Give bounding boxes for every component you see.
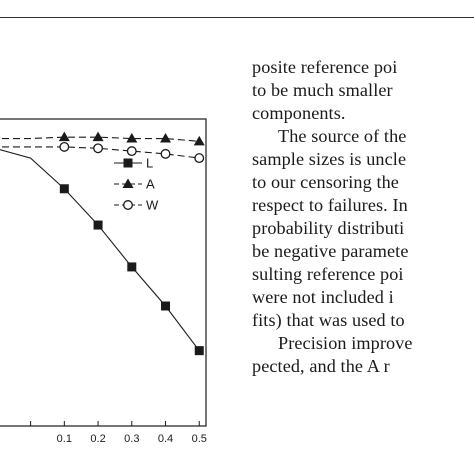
- body-text-column: posite reference poi to be much smaller …: [252, 56, 474, 378]
- point-A: [92, 131, 104, 142]
- point-L: [127, 262, 137, 272]
- x-tick-label: 0.2: [90, 433, 105, 445]
- point-W: [160, 148, 171, 159]
- text-line: probability distributi: [252, 218, 405, 238]
- series-line-A: [0, 136, 200, 142]
- text-line: sulting reference poi: [252, 264, 404, 284]
- legend-marker-L: [123, 158, 133, 168]
- figure-panel: 0.1 0.2 0.3 0.4 0.5 L A W: [0, 118, 207, 445]
- text-line: fits) that was used to: [252, 310, 405, 330]
- text-line: components.: [252, 103, 346, 123]
- text-line: to our censoring the: [252, 172, 399, 192]
- series-line-W: [0, 146, 200, 159]
- legend-label-A: A: [146, 177, 155, 192]
- x-tick-label: 0.5: [192, 433, 207, 445]
- text-line: to be much smaller: [252, 80, 393, 100]
- legend-label-W: W: [146, 198, 159, 213]
- point-A: [126, 133, 138, 143]
- point-W: [126, 146, 137, 157]
- text-line: be negative paramete: [252, 241, 409, 261]
- point-A: [58, 131, 70, 142]
- legend-label-L: L: [146, 156, 153, 171]
- line-chart: 0.1 0.2 0.3 0.4 0.5 LAW: [0, 118, 207, 445]
- point-L: [59, 184, 69, 194]
- series-line-L: [0, 149, 200, 351]
- point-A: [160, 133, 172, 143]
- point-W: [59, 141, 70, 152]
- text-line: pected, and the A r: [252, 356, 390, 376]
- text-line: sample sizes is uncle: [252, 149, 407, 169]
- text-line: respect to failures. In: [252, 195, 408, 215]
- point-L: [194, 346, 204, 356]
- page-header-rule: [0, 17, 474, 18]
- point-W: [194, 153, 205, 164]
- text-line: The source of the: [278, 126, 407, 146]
- legend-marker-A: [122, 178, 134, 188]
- text-line: were not included i: [252, 287, 394, 307]
- x-tick-label: 0.3: [124, 433, 139, 445]
- point-L: [93, 220, 103, 230]
- point-A: [193, 135, 205, 146]
- text-line: Precision improve: [278, 333, 413, 353]
- x-tick-label: 0.1: [57, 433, 72, 445]
- text-line: posite reference poi: [252, 57, 398, 77]
- x-tick-label: 0.4: [158, 433, 173, 445]
- legend-marker-W: [123, 200, 133, 210]
- point-L: [161, 301, 171, 311]
- point-W: [93, 143, 104, 154]
- plot-frame: [0, 118, 207, 427]
